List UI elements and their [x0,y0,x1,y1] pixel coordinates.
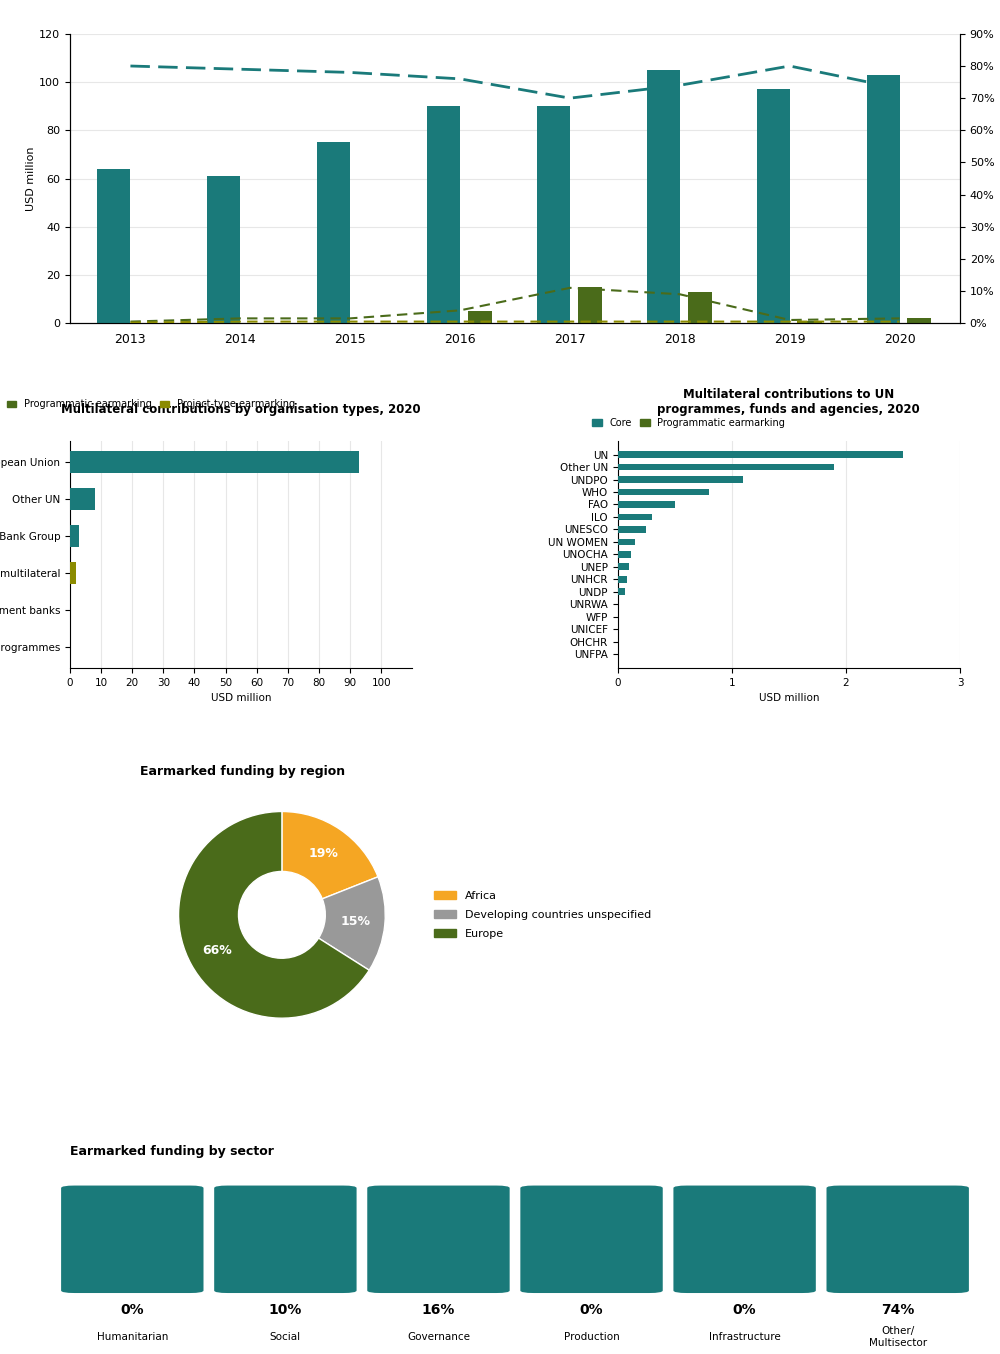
Text: 0%: 0% [580,1304,603,1317]
Title: Multilateral contributions by organisation types, 2020: Multilateral contributions by organisati… [61,403,421,416]
Legend: Core, Programmatic earmarking, Project-type earmarking: Core, Programmatic earmarking, Project-t… [0,395,299,413]
Bar [647,70,680,324]
Bar [70,562,76,584]
Text: 15%: 15% [341,915,371,929]
Bar [618,575,627,582]
Y-axis label: USD million: USD million [26,146,36,211]
Bar [618,451,903,458]
Text: 0%: 0% [120,1304,144,1317]
Wedge shape [319,877,385,971]
Bar [907,318,931,324]
Bar [688,292,712,324]
FancyBboxPatch shape [61,1186,204,1293]
Text: 19%: 19% [309,846,339,860]
Bar [317,142,350,324]
Bar [468,311,492,324]
Bar [618,513,652,520]
Legend: Core, Programmatic earmarking: Core, Programmatic earmarking [588,414,789,432]
Bar [618,563,629,570]
Bar [578,287,602,324]
Bar [618,477,743,483]
FancyBboxPatch shape [214,1186,357,1293]
X-axis label: USD million: USD million [759,693,819,703]
Text: Production: Production [564,1332,619,1342]
Bar [618,539,635,546]
Legend: Africa, Developing countries unspecified, Europe: Africa, Developing countries unspecified… [430,887,656,944]
Bar [70,487,95,510]
FancyBboxPatch shape [367,1186,510,1293]
Text: 66%: 66% [202,944,232,957]
FancyBboxPatch shape [673,1186,816,1293]
Bar [797,321,822,324]
Text: Other/
Multisector: Other/ Multisector [869,1326,927,1347]
Bar [70,451,359,474]
Text: Earmarked funding by region: Earmarked funding by region [140,765,345,777]
Bar [70,525,79,547]
Text: 16%: 16% [422,1304,455,1317]
Bar [618,501,675,508]
Bar [618,589,625,596]
Bar [618,551,631,558]
Bar [537,106,570,324]
Text: 0%: 0% [733,1304,756,1317]
Bar [427,106,460,324]
Text: Infrastructure: Infrastructure [709,1332,780,1342]
Bar [757,89,790,324]
Bar [618,525,646,533]
Text: Earmarked funding by sector: Earmarked funding by sector [70,1145,274,1158]
Text: Social: Social [270,1332,301,1342]
Text: 74%: 74% [881,1304,914,1317]
Text: Governance: Governance [407,1332,470,1342]
Title: Multilateral contributions to UN
programmes, funds and agencies, 2020: Multilateral contributions to UN program… [657,389,920,416]
Wedge shape [179,811,369,1018]
X-axis label: USD million: USD million [211,693,271,703]
Bar [207,176,240,324]
Text: 10%: 10% [269,1304,302,1317]
FancyBboxPatch shape [826,1186,969,1293]
FancyBboxPatch shape [520,1186,663,1293]
Bar [618,463,834,470]
Bar [867,74,900,324]
Text: Humanitarian: Humanitarian [97,1332,168,1342]
Bar [97,169,130,324]
Bar [618,489,709,496]
Wedge shape [282,811,378,899]
